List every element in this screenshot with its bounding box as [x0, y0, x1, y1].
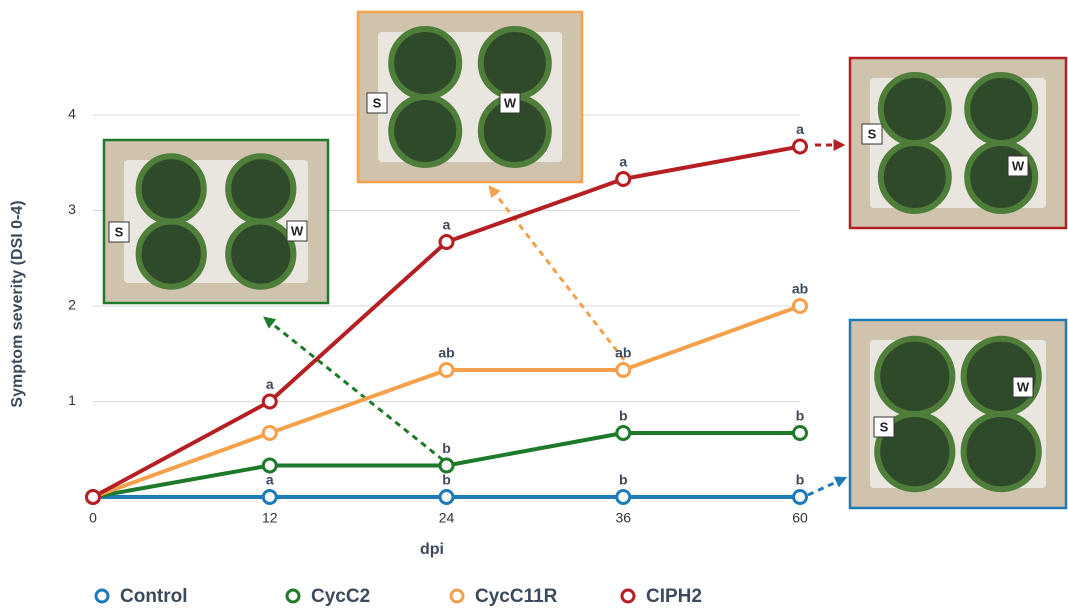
x-tick-label: 0: [89, 510, 97, 526]
data-point: [615, 361, 632, 378]
significance-letter: b: [796, 408, 805, 424]
data-point: [615, 489, 632, 505]
significance-letter: a: [796, 121, 804, 137]
photo-plant: [964, 140, 1039, 214]
photo-plant: [960, 411, 1042, 493]
significance-letter: a: [443, 217, 451, 233]
inset-label-box: [366, 92, 388, 114]
y-tick-label: 2: [68, 297, 76, 313]
y-tick-label: 3: [68, 201, 76, 217]
data-point: [792, 489, 808, 505]
significance-letter: a: [266, 472, 274, 488]
inset-label: W: [504, 95, 517, 110]
inset-label-box: [873, 416, 895, 438]
dashed-arrow: [807, 476, 848, 497]
significance-letter: b: [442, 440, 451, 456]
photo-plant: [874, 335, 956, 417]
x-tick-label: 60: [792, 510, 808, 526]
significance-letter: ab: [438, 345, 454, 361]
inset-label: W: [1012, 158, 1025, 173]
inset-label-box: [499, 92, 521, 114]
legend-marker: [620, 588, 636, 604]
significance-letter: b: [796, 472, 805, 488]
photo-plant: [964, 72, 1039, 146]
significance-letter: ab: [615, 345, 631, 361]
y-tick-label: 1: [68, 392, 76, 408]
data-point: [85, 489, 101, 505]
legend-marker: [94, 588, 110, 604]
legend-label: Control: [120, 586, 188, 607]
legend-marker: [285, 588, 301, 604]
photo-plant: [477, 26, 552, 100]
data-point: [261, 393, 278, 410]
photo-plant: [877, 72, 952, 146]
x-axis-title: dpi: [420, 541, 444, 558]
significance-letter: ab: [792, 281, 808, 297]
data-point: [615, 170, 632, 187]
dashed-arrow: [263, 316, 444, 462]
inset-label: S: [868, 126, 877, 141]
photo-plant: [877, 140, 952, 214]
x-tick-label: 12: [262, 510, 278, 526]
data-point: [438, 234, 455, 251]
significance-letter: b: [442, 472, 451, 488]
photo-plant: [135, 153, 207, 225]
photo-plant: [874, 411, 956, 493]
legend-label: CIPH2: [646, 586, 702, 607]
photo-plant: [135, 218, 207, 290]
inset-label: S: [373, 95, 382, 110]
data-point: [438, 457, 455, 474]
data-point: [792, 138, 808, 155]
y-axis-title: Symptom severity (DSI 0-4): [9, 200, 26, 407]
inset-label-box: [1012, 376, 1034, 398]
inset-label-box: [861, 123, 883, 145]
inset-label-box: [1007, 155, 1029, 177]
data-point: [261, 425, 278, 442]
inset-label: S: [880, 419, 889, 434]
data-point: [792, 298, 808, 314]
x-tick-label: 24: [439, 510, 455, 526]
photo-plant: [388, 94, 463, 168]
legend-marker: [449, 588, 465, 604]
data-point: [792, 425, 808, 442]
data-point: [261, 489, 278, 505]
significance-letter: b: [619, 472, 628, 488]
significance-letter: a: [266, 376, 274, 392]
inset-label: W: [1017, 379, 1030, 394]
significance-letter: a: [619, 154, 627, 170]
data-point: [615, 425, 632, 442]
photo-plant: [225, 153, 297, 225]
significance-letter: b: [619, 408, 628, 424]
inset-label-box: [108, 221, 130, 243]
dashed-arrow: [488, 185, 626, 361]
inset-label: S: [115, 224, 124, 239]
legend-label: CycC2: [311, 586, 370, 607]
photo-plant: [960, 335, 1042, 417]
x-tick-label: 36: [615, 510, 631, 526]
data-point: [438, 489, 455, 505]
data-point: [438, 361, 455, 378]
inset-label-box: [286, 220, 308, 242]
inset-label: W: [291, 223, 304, 238]
y-tick-label: 4: [68, 106, 76, 122]
data-point: [261, 457, 278, 474]
photo-plant: [225, 218, 297, 290]
photo-plant: [388, 26, 463, 100]
legend-label: CycC11R: [475, 586, 558, 607]
